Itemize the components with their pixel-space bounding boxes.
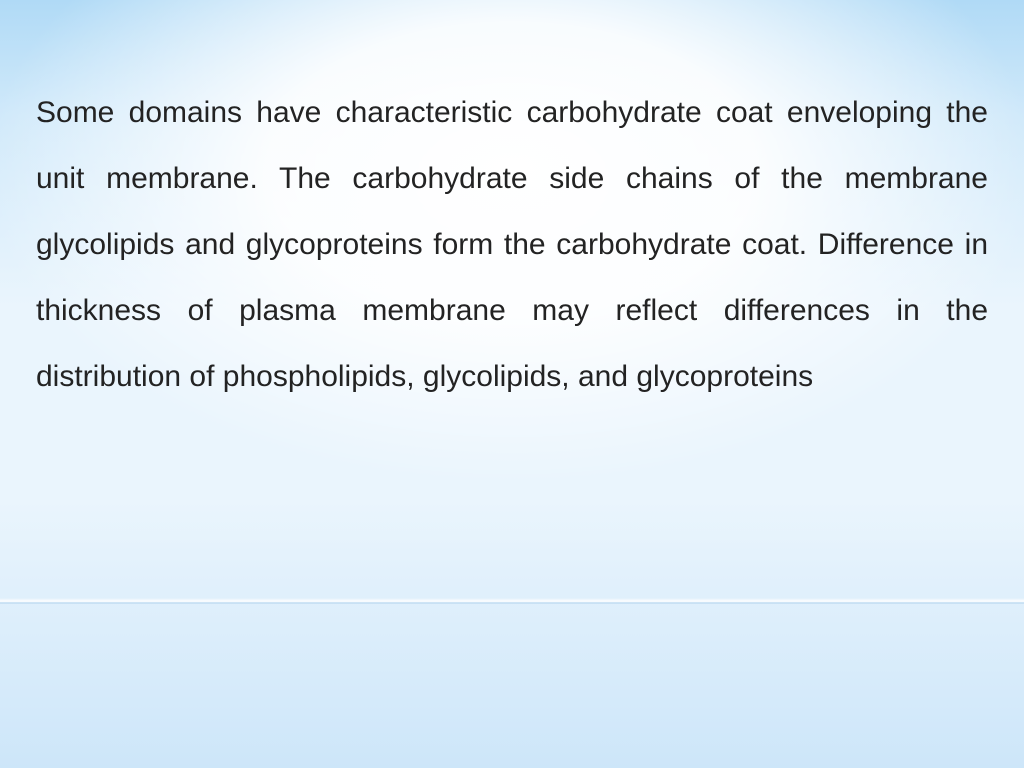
- slide-background: Some domains have characteristic carbohy…: [0, 0, 1024, 768]
- content-area: Some domains have characteristic carbohy…: [36, 80, 988, 410]
- horizon-line: [0, 598, 1024, 604]
- body-paragraph: Some domains have characteristic carbohy…: [36, 80, 988, 410]
